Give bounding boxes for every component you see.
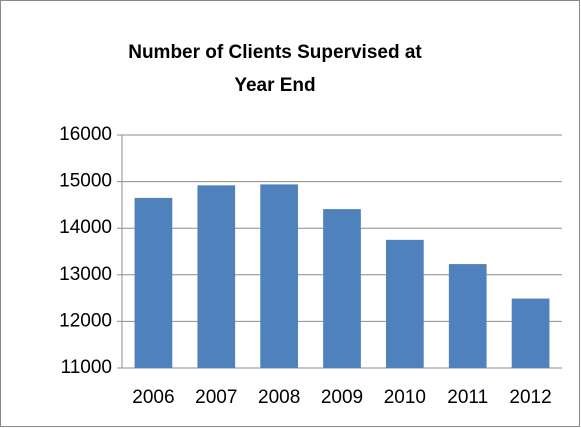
chart-title: Number of Clients Supervised at Year End: [128, 42, 422, 96]
y-tick-label: 16000: [59, 124, 112, 145]
x-tick-label: 2010: [384, 387, 426, 408]
y-tick-label: 15000: [59, 171, 112, 192]
x-tick-label: 2012: [509, 387, 551, 408]
bar: [323, 209, 361, 368]
y-tick-label: 12000: [59, 310, 112, 331]
bar: [448, 264, 487, 368]
x-tick-label: 2007: [195, 387, 237, 408]
bar: [197, 185, 236, 368]
x-tick-label: 2011: [447, 387, 488, 408]
bar: [511, 298, 550, 368]
bar: [134, 197, 173, 368]
y-tick-label: 14000: [59, 217, 112, 238]
x-tick-label: 2008: [258, 387, 300, 408]
bar: [386, 239, 424, 368]
y-tick-label: 11000: [61, 357, 112, 378]
bar: [260, 184, 298, 368]
x-tick-label: 2006: [132, 387, 174, 408]
x-tick-label: 2009: [321, 387, 363, 408]
y-tick-label: 13000: [59, 264, 112, 285]
